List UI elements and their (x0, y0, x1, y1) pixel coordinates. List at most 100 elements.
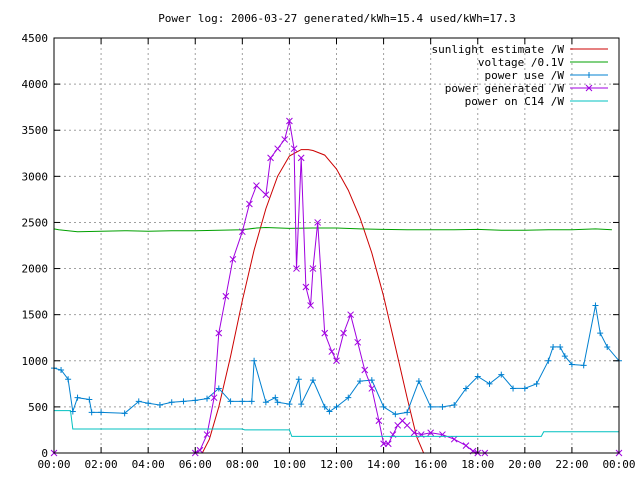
data-point (321, 329, 329, 337)
series-4 (54, 410, 619, 437)
series-line (54, 120, 619, 454)
data-point (427, 403, 434, 410)
data-point (321, 403, 328, 410)
data-point (380, 440, 387, 448)
data-point (98, 409, 105, 416)
x-tick-label: 04:00 (132, 458, 165, 471)
data-point (384, 440, 392, 448)
data-point (253, 182, 260, 189)
data-point (274, 399, 281, 406)
data-point (462, 442, 470, 449)
data-point (533, 380, 540, 387)
data-point (309, 377, 316, 384)
x-tick-label: 10:00 (273, 458, 306, 471)
data-point (333, 403, 340, 410)
data-point (274, 145, 281, 153)
series-1 (53, 226, 612, 233)
series-line (54, 149, 619, 454)
data-point (450, 435, 458, 443)
x-tick-label: 22:00 (555, 458, 588, 471)
data-point (246, 200, 253, 208)
y-tick-label: 1500 (22, 309, 49, 322)
y-tick-label: 2500 (22, 216, 49, 229)
data-point (267, 154, 274, 162)
data-point (168, 399, 175, 406)
data-point (403, 421, 411, 429)
data-point (368, 385, 376, 392)
data-point (215, 385, 222, 392)
data-point (474, 373, 481, 380)
x-tick-label: 16:00 (414, 458, 447, 471)
data-point (568, 361, 575, 368)
data-point (192, 397, 199, 404)
data-point (368, 377, 375, 384)
data-point (498, 371, 505, 378)
x-tick-label: 06:00 (179, 458, 212, 471)
data-point (248, 398, 255, 405)
data-point (290, 145, 298, 153)
x-tick-label: 00:00 (602, 458, 635, 471)
data-point (604, 343, 611, 350)
data-point (262, 399, 269, 406)
data-point (314, 219, 322, 226)
data-point (427, 429, 435, 437)
data-point (439, 403, 446, 410)
data-point (361, 366, 369, 374)
axis-ticks: 00:00 02:00 04:00 06:00 08:00 10:00 12:00 14:00… (22, 32, 636, 471)
y-tick-label: 3500 (22, 124, 49, 137)
y-tick-label: 1000 (22, 355, 49, 368)
data-point (580, 362, 587, 369)
x-tick-label: 14:00 (367, 458, 400, 471)
x-tick-label: 08:00 (226, 458, 259, 471)
x-tick-label: 02:00 (85, 458, 118, 471)
data-point (586, 72, 592, 78)
data-point (486, 380, 493, 387)
data-point (222, 292, 230, 300)
y-tick-label: 4500 (22, 32, 49, 45)
data-point (272, 394, 279, 401)
x-tick-label: 00:00 (37, 458, 70, 471)
series-0 (54, 149, 619, 454)
data-point (380, 403, 387, 410)
data-point (203, 431, 211, 438)
x-tick-label: 20:00 (508, 458, 541, 471)
data-point (347, 311, 354, 319)
data-point (550, 343, 557, 350)
data-point (302, 283, 310, 291)
legend-label: power use /W (485, 69, 565, 82)
data-point (227, 398, 234, 405)
data-point (65, 376, 72, 383)
data-point (545, 357, 552, 364)
data-point (180, 398, 187, 405)
data-point (592, 302, 599, 309)
data-point (262, 191, 270, 199)
data-point (293, 265, 300, 272)
data-point (210, 394, 218, 402)
data-point (281, 136, 289, 143)
data-point (88, 409, 95, 416)
series-line (53, 305, 620, 415)
data-point (215, 329, 223, 337)
data-point (354, 338, 362, 346)
data-point (307, 302, 314, 309)
data-point (340, 329, 347, 337)
data-point (415, 378, 422, 385)
data-point (357, 378, 364, 385)
data-point (238, 228, 246, 236)
data-point (597, 330, 604, 337)
data-point (451, 402, 458, 409)
data-point (204, 395, 211, 402)
data-point (326, 408, 333, 415)
data-point (410, 429, 418, 437)
legend-label: voltage /0.1V (478, 56, 564, 69)
data-point (345, 394, 352, 401)
data-point (585, 84, 593, 92)
y-tick-label: 500 (28, 401, 48, 414)
grid (54, 38, 619, 453)
data-point (309, 265, 317, 272)
data-point (156, 402, 163, 409)
data-point (145, 400, 152, 407)
data-point (392, 411, 399, 418)
